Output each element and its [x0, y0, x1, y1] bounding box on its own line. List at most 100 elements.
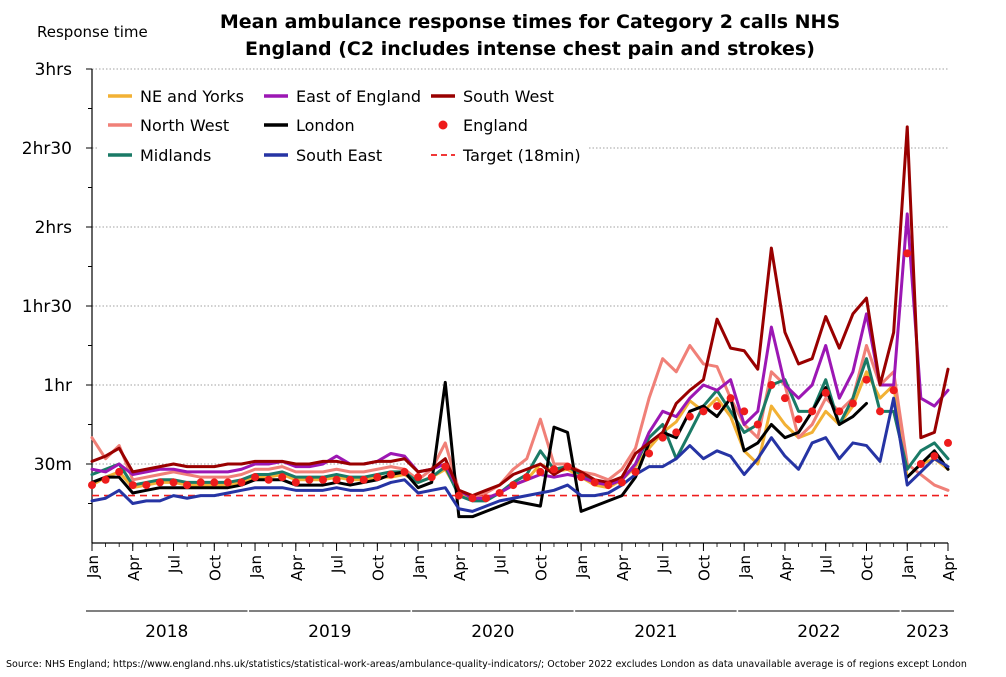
series-line-midlands — [90, 357, 950, 503]
england-point — [876, 407, 885, 416]
legend-label-target-18min-: Target (18min) — [462, 146, 581, 165]
england-point — [332, 475, 341, 484]
england-point — [427, 473, 436, 482]
x-tick-label: Oct — [206, 555, 224, 581]
england-point — [821, 388, 830, 397]
x-tick-label: Jul — [492, 555, 510, 574]
x-tick-label: Oct — [532, 555, 550, 581]
england-point — [196, 478, 205, 487]
y-tick-label: 30m — [34, 455, 72, 475]
england-point — [862, 375, 871, 384]
series-line-south-west — [90, 125, 950, 498]
legend-label-south-east: South East — [296, 146, 382, 165]
england-point — [237, 478, 246, 487]
x-tick-label: Jan — [899, 555, 917, 579]
england-point — [115, 467, 124, 476]
england-point — [848, 399, 857, 408]
x-tick-label: Apr — [451, 554, 469, 581]
england-point — [726, 394, 735, 403]
england-point — [753, 420, 762, 429]
legend-swatch-england — [438, 120, 448, 130]
england-point — [794, 415, 803, 424]
england-point — [264, 475, 273, 484]
england-point — [128, 481, 137, 490]
england-point — [944, 438, 952, 447]
x-tick-label: Apr — [125, 554, 143, 581]
england-point — [142, 481, 151, 490]
axes: 30m 1hr 1hr30 2hrs 2hr30 3hrs Jan Apr Jul Oct Jan A… — [22, 60, 958, 642]
x-tick-label: Apr — [940, 554, 958, 581]
x-tick-label: Apr — [288, 554, 306, 581]
england-point — [155, 478, 164, 487]
x-tick-label: Jan — [247, 555, 265, 579]
legend: NE and Yorks East of England South West Nor… — [97, 79, 587, 171]
y-tick-label: 2hr30 — [22, 139, 72, 159]
england-point — [169, 478, 178, 487]
year-label-2023: 2023 — [906, 622, 949, 642]
england-point — [808, 407, 817, 416]
england-point — [291, 478, 300, 487]
england-point — [441, 462, 450, 471]
chart-title-line-2: England (C2 includes intense chest pain … — [245, 38, 815, 60]
y-axis-label: Response time — [37, 23, 148, 41]
year-label-2021: 2021 — [634, 622, 677, 642]
england-point — [672, 428, 681, 437]
england-point — [903, 249, 912, 258]
england-point — [210, 478, 219, 487]
england-point — [658, 433, 667, 442]
year-label-2018: 2018 — [145, 622, 188, 642]
england-point — [386, 470, 395, 479]
x-tick-label: Oct — [695, 555, 713, 581]
england-point — [713, 402, 722, 411]
series-line-north-west — [90, 344, 950, 498]
england-point — [916, 460, 925, 468]
year-label-2019: 2019 — [308, 622, 351, 642]
england-point — [930, 452, 939, 461]
legend-label-south-west: South West — [463, 87, 554, 106]
year-label-2020: 2020 — [471, 622, 514, 642]
legend-label-england: England — [463, 116, 528, 135]
england-point — [468, 494, 477, 503]
england-point — [767, 381, 776, 389]
england-point — [101, 475, 110, 484]
england-point — [631, 467, 640, 476]
england-point — [509, 481, 518, 490]
england-point — [183, 481, 192, 490]
england-point — [685, 412, 694, 421]
series-line-london — [90, 380, 950, 519]
y-tick-label: 1hr — [43, 376, 72, 396]
england-point — [549, 465, 558, 474]
x-tick-label: Jan — [84, 555, 102, 579]
x-tick-label: Jan — [736, 555, 754, 579]
x-tick-label: Jul — [329, 555, 347, 574]
england-point — [318, 475, 327, 484]
england-point — [590, 478, 599, 487]
england-point — [645, 449, 654, 458]
england-point — [889, 386, 898, 395]
x-tick-label: Oct — [858, 555, 876, 581]
series-lines — [90, 125, 950, 519]
source-note: Source: NHS England; https://www.england… — [6, 659, 967, 670]
england-point — [414, 473, 423, 482]
england-point — [482, 494, 491, 503]
england-dots — [88, 249, 952, 503]
england-point — [400, 467, 409, 476]
england-point — [536, 467, 545, 476]
x-tick-label: Jul — [655, 555, 673, 574]
series-line-east-of-england — [90, 212, 950, 500]
england-point — [359, 475, 368, 484]
y-tick-label: 3hrs — [35, 60, 73, 80]
y-tick-label: 1hr30 — [22, 297, 72, 317]
y-tick-label: 2hrs — [35, 218, 73, 238]
england-point — [740, 407, 749, 416]
england-point — [495, 488, 504, 497]
england-point — [454, 491, 463, 500]
england-point — [223, 478, 232, 487]
year-label-2022: 2022 — [797, 622, 840, 642]
x-tick-label: Apr — [614, 554, 632, 581]
legend-box — [97, 79, 587, 171]
england-point — [305, 475, 314, 484]
legend-label-east-of-england: East of England — [296, 87, 421, 106]
